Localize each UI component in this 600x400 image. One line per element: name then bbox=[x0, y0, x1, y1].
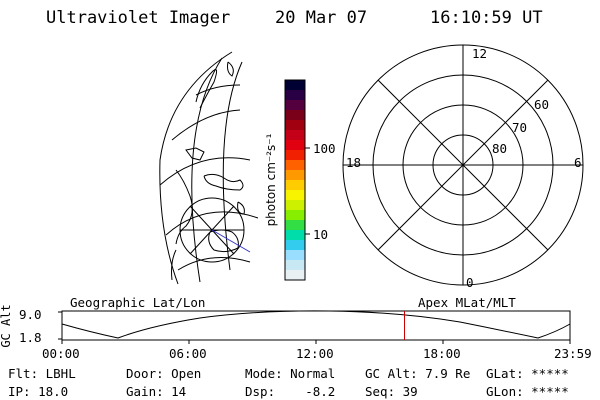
meridian-line bbox=[222, 61, 243, 271]
seq-info: Seq: 39 bbox=[365, 384, 418, 399]
glat-info: GLat: ***** bbox=[486, 366, 569, 381]
ip-info: IP: 18.0 bbox=[8, 384, 69, 399]
y-axis-title: GC Alt bbox=[0, 304, 13, 348]
coastline bbox=[237, 201, 245, 215]
colorbar-segment bbox=[285, 130, 305, 141]
colorbar-segment bbox=[285, 250, 305, 261]
timeline-left-caption: Geographic Lat/Lon bbox=[70, 295, 206, 310]
coastline bbox=[227, 61, 234, 77]
coastline bbox=[195, 69, 218, 109]
colorbar-segment bbox=[285, 140, 305, 151]
mlt-label-0: 0 bbox=[466, 275, 474, 290]
globe-limb bbox=[159, 51, 233, 285]
latitude-line bbox=[171, 109, 241, 141]
time-tick-label: 18:00 bbox=[423, 346, 461, 361]
colorbar-segment bbox=[285, 120, 305, 131]
colorbar-segment bbox=[285, 190, 305, 201]
mlt-label-12: 12 bbox=[472, 46, 488, 61]
app-title: Ultraviolet Imager bbox=[46, 8, 231, 28]
date-label: 20 Mar 07 bbox=[275, 8, 368, 28]
colorbar-segment bbox=[285, 160, 305, 171]
timeline-frame bbox=[61, 310, 571, 341]
latitude-line bbox=[159, 157, 251, 186]
colorbar-segment bbox=[285, 220, 305, 231]
colorbar-segment bbox=[285, 150, 305, 161]
coastline bbox=[171, 249, 177, 281]
colorbar-segment bbox=[285, 110, 305, 121]
coastline bbox=[208, 229, 239, 253]
y-min-label: 1.8 bbox=[19, 330, 42, 345]
colorbar-segment bbox=[285, 230, 305, 241]
latitude-line bbox=[177, 257, 251, 271]
polar-plot bbox=[342, 44, 584, 286]
y-max-label: 9.0 bbox=[19, 307, 42, 322]
coastline bbox=[203, 173, 244, 191]
geographic-map bbox=[159, 51, 259, 285]
colorbar-segment bbox=[285, 260, 305, 271]
lat-label-70: 70 bbox=[512, 120, 528, 135]
lat-label-60: 60 bbox=[534, 97, 550, 112]
altitude-curve bbox=[61, 310, 571, 339]
colorbar-frame bbox=[284, 79, 306, 281]
mlt-label-18: 18 bbox=[346, 155, 362, 170]
colorbar-segment bbox=[285, 90, 305, 101]
colorbar-label-100: 100 bbox=[313, 141, 336, 156]
polar-diagonal bbox=[377, 79, 549, 251]
door-info: Door: Open bbox=[126, 366, 202, 381]
colorbar-label-10: 10 bbox=[313, 227, 329, 242]
colorbar-segment bbox=[285, 180, 305, 191]
mode-info: Mode: Normal bbox=[245, 366, 336, 381]
colorbar-segment bbox=[285, 240, 305, 251]
colorbar-segment bbox=[285, 100, 305, 111]
latitude-line bbox=[195, 84, 241, 96]
colorbar-segment bbox=[285, 270, 305, 281]
meridian-line bbox=[191, 57, 223, 283]
colorbar-unit-label: photon cm⁻²s⁻¹ bbox=[264, 133, 278, 227]
latitude-line bbox=[165, 211, 259, 236]
time-tick-label: 12:00 bbox=[296, 346, 334, 361]
colorbar-segment bbox=[285, 80, 305, 91]
timeline-plot bbox=[58, 310, 571, 344]
time-tick-label: 23:59 bbox=[554, 346, 592, 361]
colorbar-segment bbox=[285, 210, 305, 221]
dsp-info: Dsp: -8.2 bbox=[245, 384, 336, 399]
gain-info: Gain: 14 bbox=[126, 384, 187, 399]
colorbar-segment bbox=[285, 170, 305, 181]
colorbar bbox=[285, 80, 305, 281]
colorbar-segment bbox=[285, 200, 305, 211]
glon-info: GLon: ***** bbox=[486, 384, 569, 399]
gc-alt-info: GC Alt: 7.9 Re bbox=[365, 366, 471, 381]
filter-info: Flt: LBHL bbox=[8, 366, 76, 381]
look-direction-line bbox=[211, 229, 251, 253]
mlt-label-6: 6 bbox=[574, 155, 582, 170]
coastline bbox=[175, 169, 193, 245]
time-tick-label: 00:00 bbox=[42, 346, 80, 361]
time-tick-label: 06:00 bbox=[169, 346, 207, 361]
timeline-right-caption: Apex MLat/MLT bbox=[418, 295, 516, 310]
time-label: 16:10:59 UT bbox=[430, 8, 543, 28]
coastline bbox=[185, 147, 205, 161]
lat-label-80: 80 bbox=[492, 141, 508, 156]
